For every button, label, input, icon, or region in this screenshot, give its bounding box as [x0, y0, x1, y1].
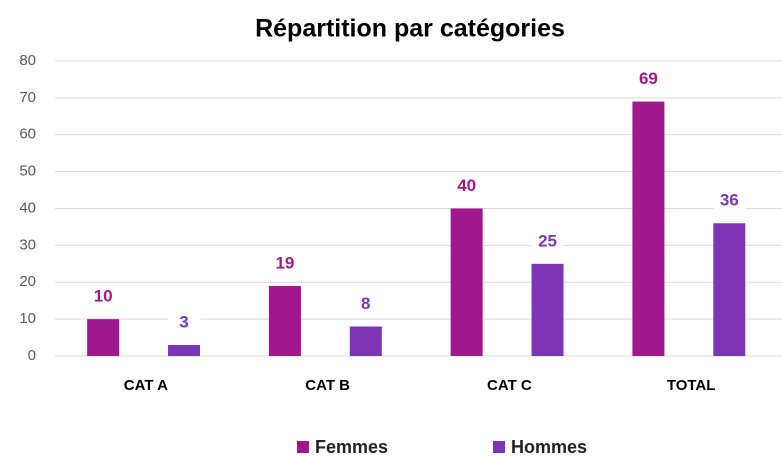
- y-tick-label: 30: [19, 236, 36, 253]
- y-tick-label: 10: [19, 310, 36, 327]
- bar: [632, 101, 665, 356]
- data-label: 25: [538, 231, 557, 250]
- y-tick-label: 0: [28, 347, 36, 364]
- data-label: 3: [179, 312, 188, 331]
- data-label-bg: [268, 251, 301, 274]
- bar: [168, 344, 201, 356]
- y-tick-label: 60: [19, 126, 36, 143]
- data-label-bg: [713, 189, 746, 212]
- data-label: 36: [720, 191, 739, 210]
- legend-label: Femmes: [315, 437, 388, 457]
- bar: [268, 285, 301, 356]
- x-tick-label: CAT B: [305, 377, 350, 394]
- y-tick-label: 20: [19, 273, 36, 290]
- y-tick-label: 70: [19, 89, 36, 106]
- data-label-bg: [168, 310, 201, 333]
- bar: [87, 319, 120, 356]
- data-label: 40: [457, 176, 476, 195]
- chart-title: Répartition par catégories: [255, 15, 565, 43]
- x-tick-label: TOTAL: [667, 377, 716, 394]
- data-label: 8: [361, 294, 370, 313]
- data-label: 69: [639, 69, 658, 88]
- data-label-bg: [450, 174, 483, 197]
- data-label-bg: [531, 229, 564, 252]
- y-tick-label: 50: [19, 163, 36, 180]
- legend-label: Hommes: [511, 437, 587, 457]
- data-label-bg: [349, 292, 382, 315]
- data-label: 10: [94, 287, 113, 306]
- bar: [349, 326, 382, 356]
- bar: [713, 223, 746, 356]
- y-tick-label: 80: [19, 52, 36, 69]
- data-label: 19: [275, 253, 294, 272]
- legend-swatch: [297, 441, 309, 453]
- data-label-bg: [87, 285, 120, 308]
- x-tick-label: CAT C: [487, 377, 532, 394]
- y-tick-label: 40: [19, 199, 36, 216]
- x-tick-label: CAT A: [124, 377, 168, 394]
- data-label-bg: [632, 67, 665, 90]
- bar: [450, 208, 483, 356]
- legend-swatch: [493, 441, 505, 453]
- bar: [531, 263, 564, 356]
